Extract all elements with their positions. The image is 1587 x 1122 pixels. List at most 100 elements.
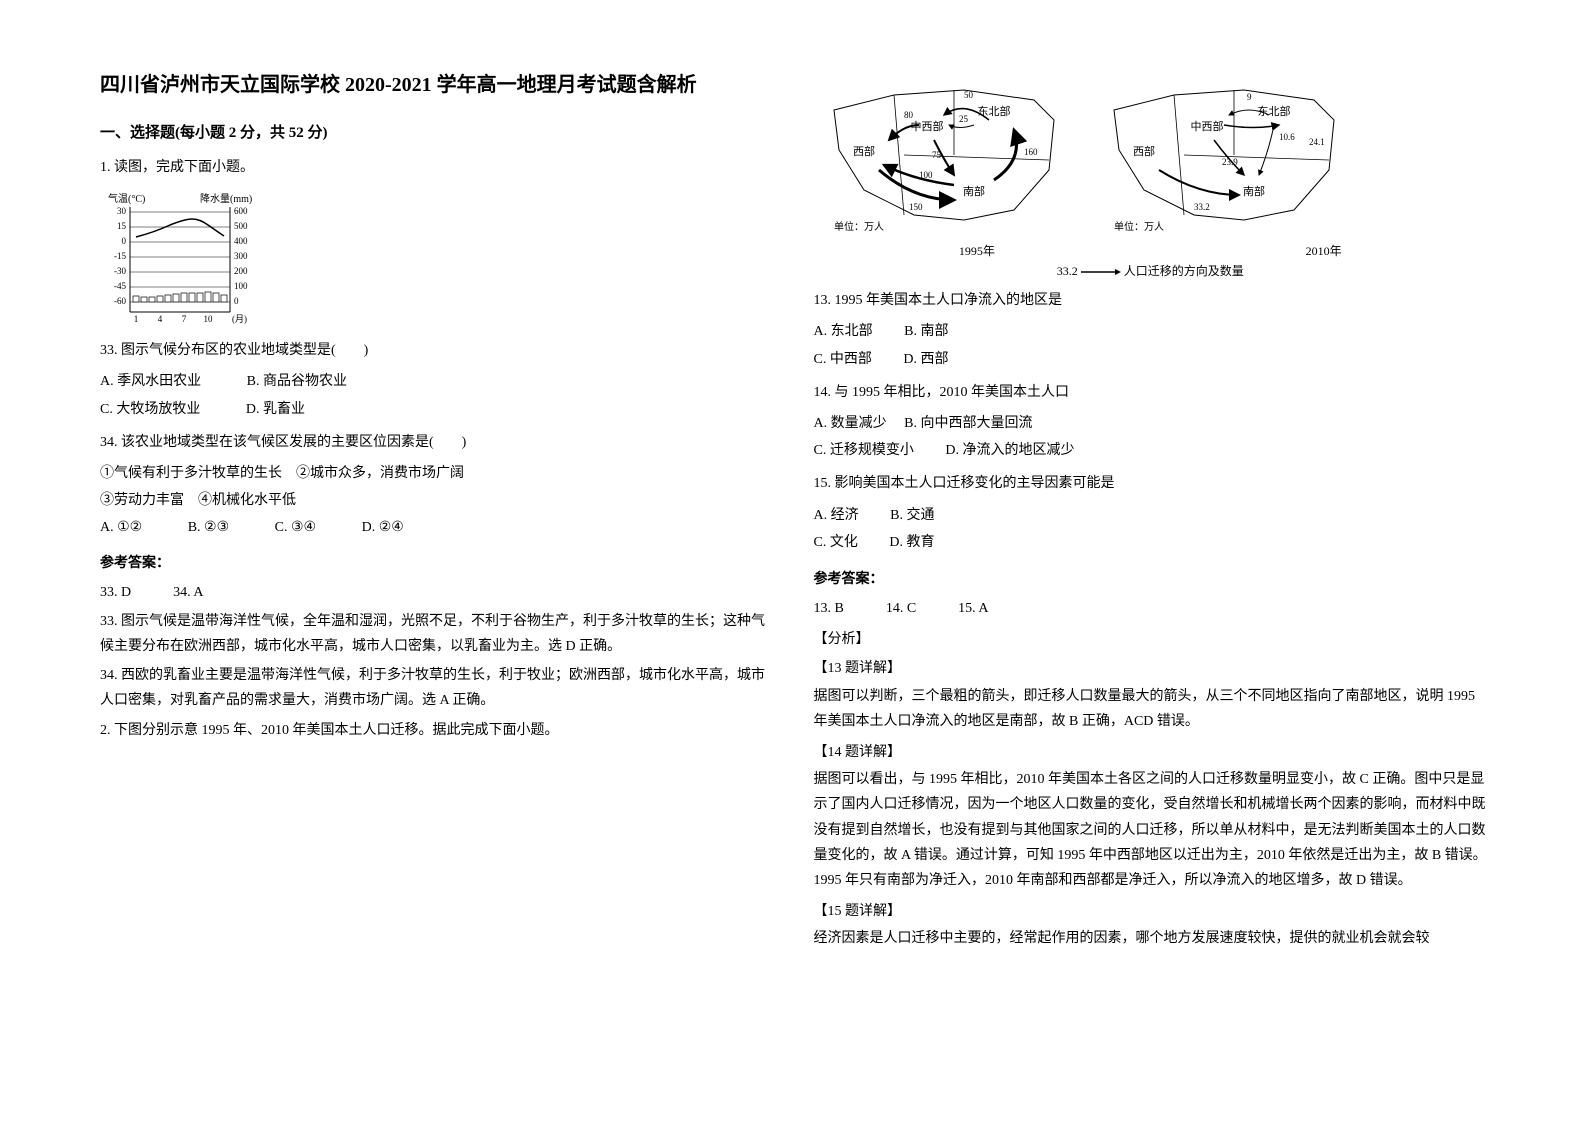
svg-text:100: 100 xyxy=(919,170,933,180)
left-column: 四川省泸州市天立国际学校 2020-2021 学年高一地理月考试题含解析 一、选… xyxy=(100,70,774,1072)
svg-text:600: 600 xyxy=(234,206,248,216)
svg-text:-30: -30 xyxy=(114,266,126,276)
q34-optC: C. ③④ xyxy=(275,520,316,535)
right-column: 东北部 中西部 西部 南部 50 25 80 75 150 xyxy=(814,70,1488,1072)
exp15-heading: 【15 题详解】 xyxy=(814,899,1488,924)
svg-text:东北部: 东北部 xyxy=(1257,104,1290,118)
svg-text:西部: 西部 xyxy=(1133,144,1155,158)
svg-text:23.9: 23.9 xyxy=(1222,157,1238,167)
map-1995: 东北部 中西部 西部 南部 50 25 80 75 150 xyxy=(814,70,1074,235)
legend-value: 33.2 xyxy=(1057,264,1078,278)
svg-text:单位：万人: 单位：万人 xyxy=(834,220,884,233)
svg-text:300: 300 xyxy=(234,251,248,261)
exp14: 据图可以看出，与 1995 年相比，2010 年美国本土各区之间的人口迁移数量明… xyxy=(814,767,1488,893)
section-1-heading: 一、选择题(每小题 2 分，共 52 分) xyxy=(100,120,774,147)
svg-text:30: 30 xyxy=(117,206,127,216)
q34-line2: ③劳动力丰富 ④机械化水平低 xyxy=(100,488,774,513)
q15-optD: D. 教育 xyxy=(889,535,934,550)
q14-stem: 14. 与 1995 年相比，2010 年美国本土人口 xyxy=(814,380,1488,405)
q14-optB: B. 向中西部大量回流 xyxy=(904,416,1032,431)
svg-text:中西部: 中西部 xyxy=(1190,119,1223,133)
q33-optA: A. 季风水田农业 xyxy=(100,374,201,389)
svg-text:南部: 南部 xyxy=(1243,184,1265,198)
q34-optB: B. ②③ xyxy=(188,520,229,535)
svg-text:24.1: 24.1 xyxy=(1309,137,1325,147)
svg-text:单位：万人: 单位：万人 xyxy=(1114,220,1164,233)
q1-answers: 33. D 34. A xyxy=(100,580,774,605)
q33-optD: D. 乳畜业 xyxy=(246,402,305,417)
svg-text:-60: -60 xyxy=(114,296,126,306)
analysis-heading: 【分析】 xyxy=(814,627,1488,652)
precip-axis-label: 降水量(mm) xyxy=(200,192,252,205)
svg-text:33.2: 33.2 xyxy=(1194,202,1210,212)
q33-options: A. 季风水田农业 B. 商品谷物农业 C. 大牧场放牧业 D. 乳畜业 xyxy=(100,369,774,423)
q2-answer-heading: 参考答案： xyxy=(814,567,1488,592)
q14-optD: D. 净流入的地区减少 xyxy=(945,443,1074,458)
svg-text:500: 500 xyxy=(234,221,248,231)
q34-line1: ①气候有利于多汁牧草的生长 ②城市众多，消费市场广阔 xyxy=(100,461,774,486)
svg-text:10: 10 xyxy=(204,314,214,324)
climograph-chart: 气温(°C) 降水量(mm) 30 15 0 -15 -30 -45 -60 6… xyxy=(100,192,260,332)
svg-text:0: 0 xyxy=(234,296,239,306)
svg-text:100: 100 xyxy=(234,281,248,291)
map-years: 1995年 2010年 xyxy=(814,241,1488,263)
precip-bars xyxy=(133,292,227,302)
q13-optB: B. 南部 xyxy=(904,324,948,339)
q2-answers: 13. B 14. C 15. A xyxy=(814,596,1488,621)
svg-text:9: 9 xyxy=(1247,92,1252,102)
svg-text:15: 15 xyxy=(117,221,127,231)
svg-text:10.6: 10.6 xyxy=(1279,132,1295,142)
svg-text:-15: -15 xyxy=(114,251,126,261)
q1-stem: 1. 读图，完成下面小题。 xyxy=(100,155,774,180)
q2-stem: 2. 下图分别示意 1995 年、2010 年美国本土人口迁移。据此完成下面小题… xyxy=(100,718,774,743)
q13-optC: C. 中西部 xyxy=(814,352,872,367)
q15-optA: A. 经济 xyxy=(814,508,859,523)
svg-text:1: 1 xyxy=(134,314,139,324)
svg-text:7: 7 xyxy=(182,314,187,324)
svg-text:80: 80 xyxy=(904,110,914,120)
svg-text:4: 4 xyxy=(158,314,163,324)
temp-curve xyxy=(136,219,224,237)
q14-optC: C. 迁移规模变小 xyxy=(814,443,914,458)
document-title: 四川省泸州市天立国际学校 2020-2021 学年高一地理月考试题含解析 xyxy=(100,70,774,100)
svg-text:50: 50 xyxy=(964,90,974,100)
q15-options: A. 经济 B. 交通 C. 文化 D. 教育 xyxy=(814,503,1488,557)
map-2010: 东北部 中西部 西部 南部 9 10.6 23.9 24.1 33.2 xyxy=(1094,70,1354,235)
q1-answer-heading: 参考答案： xyxy=(100,551,774,576)
exp14-heading: 【14 题详解】 xyxy=(814,740,1488,765)
migration-maps: 东北部 中西部 西部 南部 50 25 80 75 150 xyxy=(814,70,1488,235)
svg-text:160: 160 xyxy=(1024,147,1038,157)
q13-stem: 13. 1995 年美国本土人口净流入的地区是 xyxy=(814,288,1488,313)
svg-text:200: 200 xyxy=(234,266,248,276)
svg-text:75: 75 xyxy=(932,150,942,160)
q14-optA: A. 数量减少 xyxy=(814,416,887,431)
q15-stem: 15. 影响美国本土人口迁移变化的主导因素可能是 xyxy=(814,471,1488,496)
q33-optB: B. 商品谷物农业 xyxy=(247,374,347,389)
svg-text:-45: -45 xyxy=(114,281,126,291)
q13-options: A. 东北部 B. 南部 C. 中西部 D. 西部 xyxy=(814,319,1488,373)
svg-text:150: 150 xyxy=(909,202,923,212)
exp13-heading: 【13 题详解】 xyxy=(814,656,1488,681)
q34-stem: 34. 该农业地域类型在该气候区发展的主要区位因素是( ) xyxy=(100,430,774,455)
q13-optD: D. 西部 xyxy=(903,352,948,367)
svg-text:400: 400 xyxy=(234,236,248,246)
q33-stem: 33. 图示气候分布区的农业地域类型是( ) xyxy=(100,338,774,363)
svg-text:(月): (月) xyxy=(232,314,247,324)
q33-explanation: 33. 图示气候是温带海洋性气候，全年温和湿润，光照不足，不利于谷物生产，利于多… xyxy=(100,609,774,659)
temp-axis-label: 气温(°C) xyxy=(108,192,145,205)
svg-text:25: 25 xyxy=(959,114,969,124)
q33-optC: C. 大牧场放牧业 xyxy=(100,402,200,417)
q15-optC: C. 文化 xyxy=(814,535,858,550)
q34-options: A. ①② B. ②③ C. ③④ D. ②④ xyxy=(100,515,774,540)
svg-text:0: 0 xyxy=(122,236,127,246)
legend-text: 人口迁移的方向及数量 xyxy=(1124,264,1244,278)
year-2010: 2010年 xyxy=(1160,241,1487,263)
svg-text:西部: 西部 xyxy=(853,144,875,158)
q34-optD: D. ②④ xyxy=(362,520,404,535)
year-1995: 1995年 xyxy=(814,241,1141,263)
q34-explanation: 34. 西欧的乳畜业主要是温带海洋性气候，利于多汁牧草的生长，利于牧业；欧洲西部… xyxy=(100,663,774,713)
svg-text:南部: 南部 xyxy=(963,184,985,198)
q15-optB: B. 交通 xyxy=(890,508,934,523)
map-legend: 33.2 人口迁移的方向及数量 xyxy=(814,261,1488,283)
exp13: 据图可以判断，三个最粗的箭头，即迁移人口数量最大的箭头，从三个不同地区指向了南部… xyxy=(814,684,1488,734)
